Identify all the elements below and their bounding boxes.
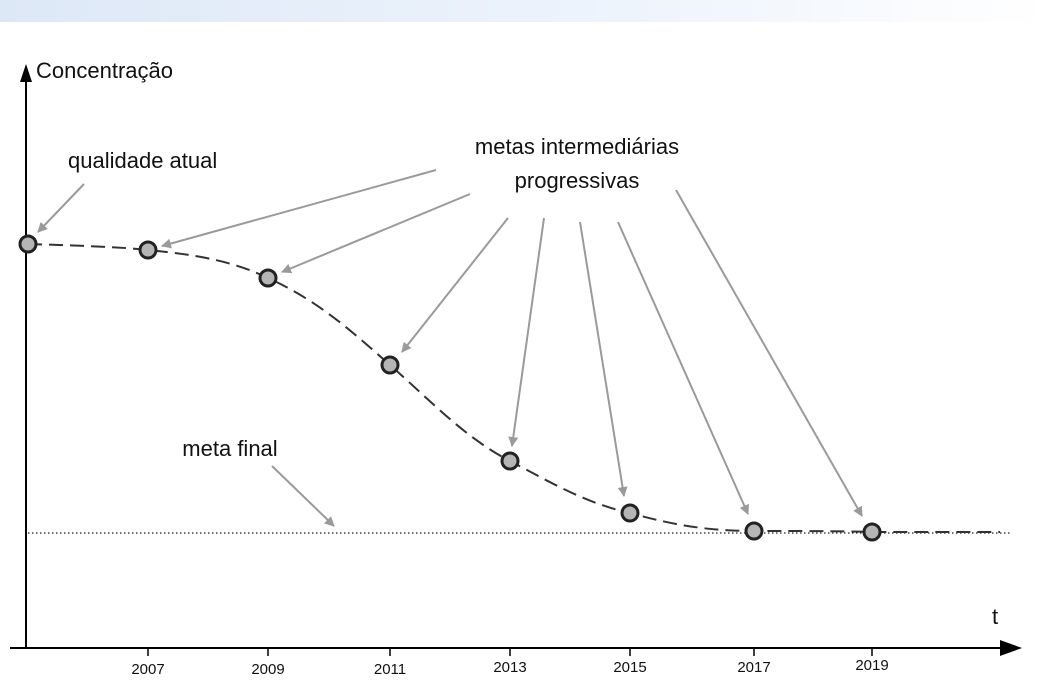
- top-header-band: [0, 0, 1050, 22]
- y-axis-label: Concentração: [36, 58, 173, 83]
- label-intermediate-goals-line1: metas intermediárias: [475, 134, 679, 159]
- label-current-quality: qualidade atual: [68, 148, 217, 173]
- y-axis-arrowhead: [20, 64, 32, 82]
- label-final-goal: meta final: [182, 436, 277, 461]
- point-2019: [862, 522, 882, 542]
- arrow-goal-2015: [579, 221, 628, 497]
- arrow-goal-2007: [161, 169, 437, 249]
- x-axis-arrowhead: [1000, 640, 1022, 656]
- point-2009: [258, 268, 278, 288]
- tick-label-2011: 2011: [374, 661, 406, 678]
- label-intermediate-goals-line2: progressivas: [515, 168, 640, 193]
- x-axis-label: t: [992, 604, 998, 629]
- arrow-goal-2009: [281, 193, 471, 274]
- tick-label-2019: 2019: [855, 657, 888, 674]
- point-current-quality: [18, 234, 38, 254]
- arrow-current-quality: [37, 183, 85, 233]
- tick-label-2007: 2007: [131, 661, 164, 678]
- tick-label-2013: 2013: [493, 659, 526, 676]
- point-2011: [380, 355, 400, 375]
- arrow-goal-2013: [508, 217, 545, 447]
- tick-label-2017: 2017: [737, 659, 770, 676]
- point-2007: [138, 240, 158, 260]
- point-2015: [620, 503, 640, 523]
- x-ticks: [147, 648, 873, 656]
- point-2017: [744, 521, 764, 541]
- arrow-final-goal: [271, 465, 335, 527]
- concentration-curve: [27, 243, 1000, 533]
- arrow-goal-2011: [401, 217, 509, 353]
- tick-label-2009: 2009: [251, 661, 284, 678]
- arrow-goal-2019: [675, 189, 863, 517]
- tick-label-2015: 2015: [613, 659, 646, 676]
- arrow-goal-2017: [617, 221, 749, 515]
- point-2013: [500, 451, 520, 471]
